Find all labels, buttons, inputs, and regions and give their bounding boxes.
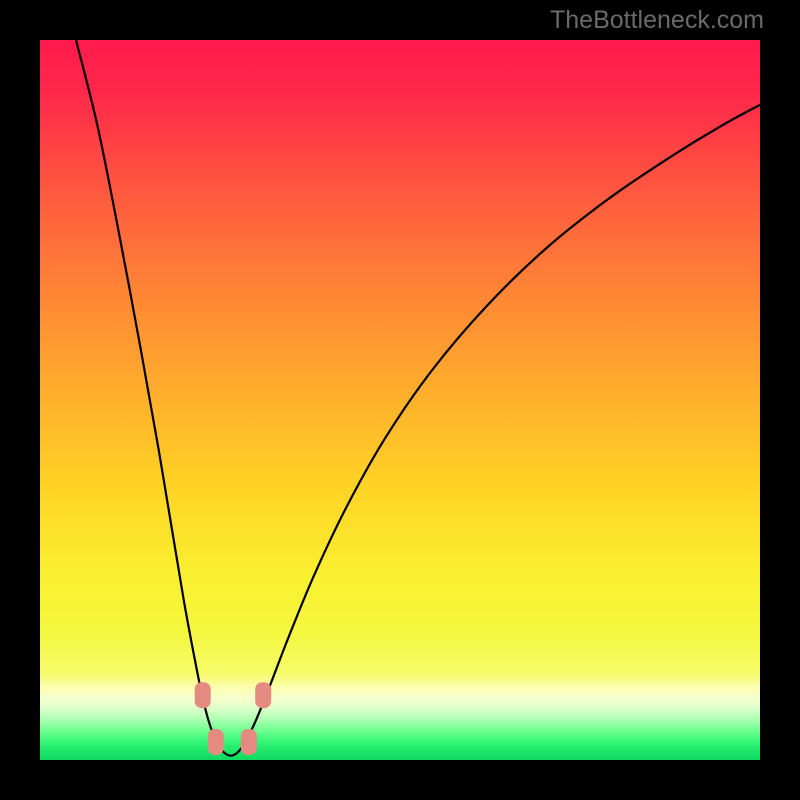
marker-1 [208, 729, 224, 755]
curve-layer [40, 40, 760, 760]
markers-group [195, 682, 271, 755]
bottleneck-curve [76, 40, 760, 756]
marker-3 [255, 682, 271, 708]
marker-2 [241, 729, 257, 755]
watermark-text: TheBottleneck.com [550, 6, 764, 35]
marker-0 [195, 682, 211, 708]
chart-container: TheBottleneck.com [0, 0, 800, 800]
